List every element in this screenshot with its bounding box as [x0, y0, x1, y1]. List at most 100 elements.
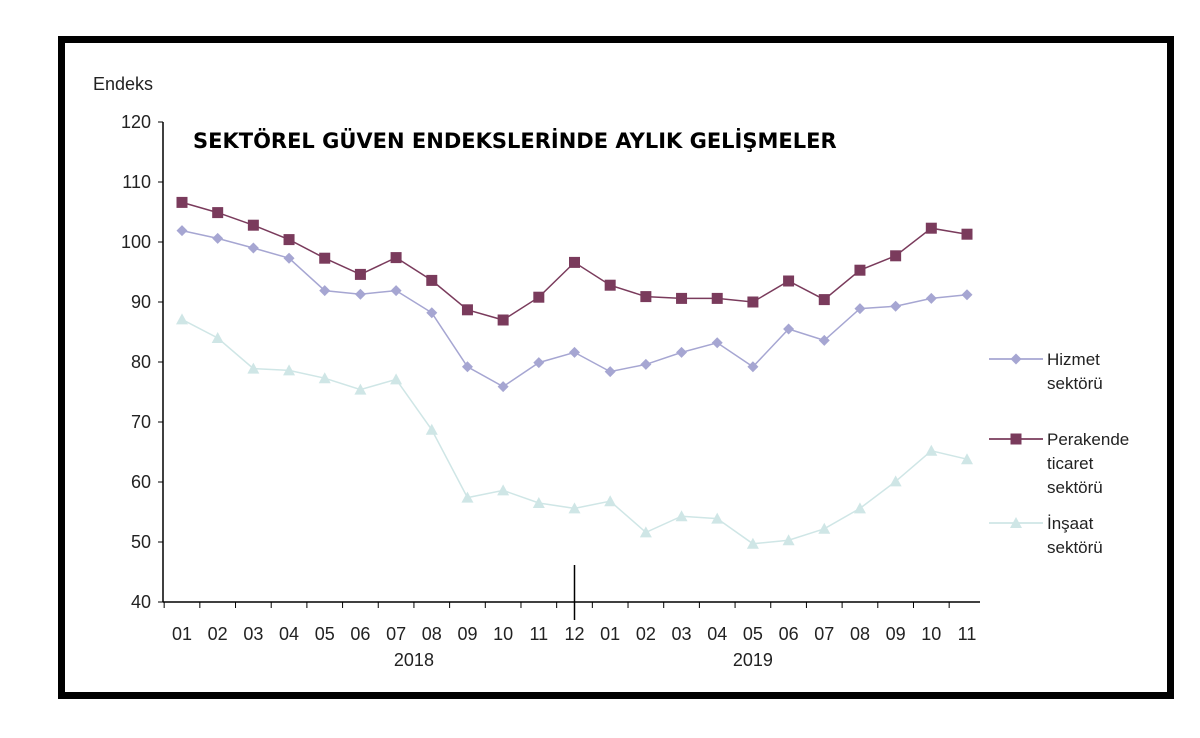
data-point	[461, 361, 473, 373]
data-point	[747, 296, 759, 308]
data-point	[568, 502, 581, 514]
legend-label: Perakende	[1047, 430, 1129, 449]
y-axis-label: Endeks	[93, 74, 153, 94]
series-layer	[176, 196, 973, 549]
data-point	[390, 252, 402, 264]
y-tick-label: 40	[131, 592, 151, 612]
data-point	[283, 364, 296, 376]
y-tick-label: 90	[131, 292, 151, 312]
legend: HizmetsektörüPerakendeticaretsektörüİnşa…	[989, 350, 1129, 557]
data-point	[569, 256, 580, 268]
data-point	[533, 357, 545, 369]
y-tick-label: 120	[121, 112, 151, 132]
data-point	[247, 219, 259, 231]
legend-label: sektörü	[1047, 374, 1103, 393]
data-point	[426, 274, 438, 286]
x-tick-label: 11	[958, 624, 977, 644]
data-point	[533, 291, 545, 303]
data-point	[247, 242, 259, 254]
x-tick-label: 08	[850, 624, 870, 644]
data-point	[854, 264, 866, 276]
legend-label: sektörü	[1047, 478, 1103, 497]
data-point	[319, 285, 331, 297]
data-point	[961, 228, 973, 240]
data-point	[425, 423, 438, 435]
data-point	[604, 279, 616, 291]
data-point	[318, 372, 331, 384]
y-tick-label: 110	[122, 172, 151, 192]
data-point	[676, 292, 688, 304]
x-tick-label: 09	[886, 624, 906, 644]
line-chart: Endeks SEKTÖREL GÜVEN ENDEKSLERİNDE AYLI…	[93, 74, 1129, 670]
data-point	[1010, 517, 1022, 528]
data-point	[283, 252, 295, 264]
data-point	[283, 234, 295, 246]
legend-label: Hizmet	[1047, 350, 1100, 369]
data-point	[925, 222, 937, 234]
data-point	[1010, 433, 1022, 445]
data-point	[1010, 353, 1022, 365]
x-tick-label: 06	[350, 624, 370, 644]
data-point	[925, 444, 938, 456]
y-tick-label: 100	[121, 232, 151, 252]
data-point	[711, 337, 723, 349]
data-point	[354, 288, 366, 300]
data-point	[925, 292, 937, 304]
data-point	[354, 268, 366, 280]
data-point	[497, 484, 510, 496]
x-tick-label: 01	[172, 624, 192, 644]
x-tick-label: 06	[779, 624, 799, 644]
data-point	[319, 252, 331, 264]
legend-item: Perakende ticaret sektörü	[989, 430, 1129, 497]
data-point	[853, 502, 866, 514]
data-point	[176, 225, 188, 237]
legend-item: Hizmet sektörü	[989, 350, 1103, 393]
x-tick-label: 01	[600, 624, 620, 644]
data-point	[818, 334, 830, 346]
data-point	[639, 526, 652, 538]
data-point	[675, 510, 688, 522]
data-point	[461, 491, 474, 503]
data-point	[676, 346, 688, 358]
legend-label: sektörü	[1047, 538, 1103, 557]
data-point	[176, 313, 188, 325]
x-tick-label: 04	[279, 624, 299, 644]
x-tick-label: 05	[743, 624, 763, 644]
data-point	[390, 373, 403, 385]
x-tick-label: 07	[386, 624, 406, 644]
data-point	[640, 358, 652, 370]
x-tick-label: 03	[243, 624, 263, 644]
data-point	[961, 453, 973, 465]
y-tick-label: 80	[131, 352, 151, 372]
x-tick-label: 02	[208, 624, 228, 644]
series-line	[181, 229, 968, 388]
year-label: 2018	[394, 650, 434, 670]
series-square	[176, 196, 973, 326]
data-point	[890, 250, 902, 262]
x-tick-label: 10	[921, 624, 941, 644]
data-point	[247, 362, 260, 374]
x-tick-label: 02	[636, 624, 656, 644]
data-point	[746, 537, 759, 549]
chart-frame: Endeks SEKTÖREL GÜVEN ENDEKSLERİNDE AYLI…	[58, 36, 1174, 699]
x-tick-label: 05	[315, 624, 335, 644]
data-point	[426, 307, 438, 319]
data-point	[783, 275, 795, 287]
x-tick-label: 11	[529, 624, 548, 644]
data-point	[354, 383, 367, 395]
data-point	[711, 512, 724, 524]
x-tick-label: 07	[814, 624, 834, 644]
series-diamond	[176, 225, 973, 393]
y-tick-label: 60	[131, 472, 151, 492]
x-tick-label: 12	[564, 624, 584, 644]
legend-label: İnşaat	[1047, 514, 1094, 533]
legend-item: İnşaat sektörü	[989, 514, 1103, 557]
data-point	[782, 534, 795, 546]
data-point	[889, 475, 902, 487]
data-point	[711, 292, 723, 304]
x-tick-label: 09	[457, 624, 477, 644]
data-point	[497, 381, 509, 393]
data-point	[532, 497, 545, 508]
data-point	[461, 304, 473, 316]
